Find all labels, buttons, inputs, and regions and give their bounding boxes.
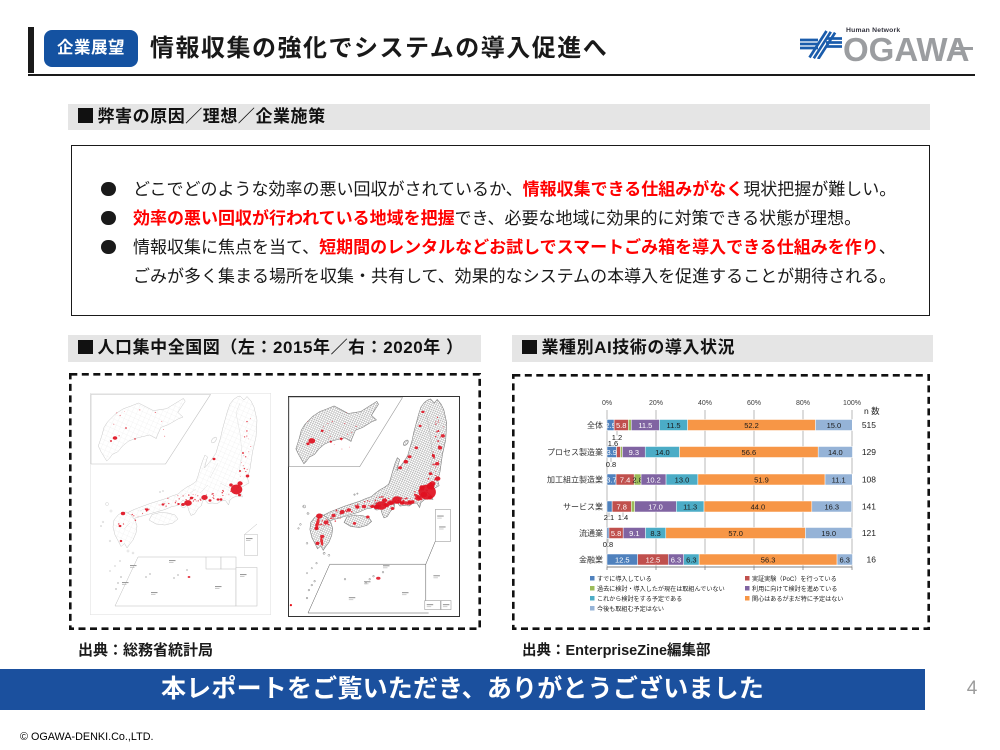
svg-text:利用に向けて検討を進めている: 利用に向けて検討を進めている — [752, 585, 837, 593]
svg-text:121: 121 — [862, 528, 876, 538]
svg-text:2.9: 2.9 — [605, 421, 615, 430]
svg-text:11.5: 11.5 — [666, 421, 680, 430]
svg-text:5.8: 5.8 — [616, 421, 626, 430]
svg-text:サービス業: サービス業 — [563, 502, 603, 512]
svg-text:3.7: 3.7 — [606, 475, 616, 484]
svg-text:141: 141 — [862, 502, 876, 512]
svg-text:17.0: 17.0 — [648, 502, 663, 511]
svg-text:1.6: 1.6 — [608, 439, 618, 448]
svg-text:全体: 全体 — [587, 420, 603, 430]
svg-text:100%: 100% — [843, 400, 861, 407]
svg-text:今後も取組む予定はない: 今後も取組む予定はない — [597, 605, 664, 613]
svg-text:57.0: 57.0 — [728, 529, 743, 538]
svg-text:実証実験（PoC）を行っている: 実証実験（PoC）を行っている — [752, 575, 837, 583]
svg-text:0.8: 0.8 — [606, 460, 616, 469]
svg-text:80%: 80% — [796, 400, 810, 407]
svg-text:6.3: 6.3 — [686, 555, 696, 564]
svg-text:16.3: 16.3 — [824, 502, 839, 511]
svg-text:関心はあるがまだ特に予定はない: 関心はあるがまだ特に予定はない — [752, 595, 843, 603]
svg-text:60%: 60% — [747, 400, 761, 407]
svg-text:7.4: 7.4 — [620, 475, 630, 484]
svg-text:12.5: 12.5 — [646, 555, 661, 564]
svg-text:12.5: 12.5 — [615, 555, 630, 564]
svg-text:8.3: 8.3 — [650, 529, 660, 538]
svg-text:0%: 0% — [602, 400, 612, 407]
svg-text:プロセス製造業: プロセス製造業 — [547, 447, 603, 457]
svg-text:56.3: 56.3 — [761, 555, 776, 564]
svg-text:9.1: 9.1 — [629, 529, 639, 538]
svg-text:19.0: 19.0 — [821, 529, 836, 538]
svg-text:44.0: 44.0 — [751, 502, 766, 511]
svg-text:14.0: 14.0 — [655, 448, 670, 457]
svg-text:515: 515 — [862, 420, 876, 430]
svg-text:2.1: 2.1 — [604, 513, 614, 522]
svg-text:9.3: 9.3 — [629, 448, 639, 457]
svg-text:加工組立製造業: 加工組立製造業 — [547, 475, 603, 485]
svg-text:108: 108 — [862, 475, 876, 485]
svg-text:13.0: 13.0 — [675, 475, 690, 484]
svg-text:6.3: 6.3 — [840, 555, 850, 564]
svg-text:20%: 20% — [649, 400, 663, 407]
svg-text:すでに導入している: すでに導入している — [597, 575, 652, 583]
svg-text:5.8: 5.8 — [611, 529, 621, 538]
svg-text:1.2: 1.2 — [612, 433, 622, 442]
svg-text:40%: 40% — [698, 400, 712, 407]
svg-text:129: 129 — [862, 447, 876, 457]
svg-text:11.3: 11.3 — [683, 502, 697, 511]
svg-text:15.0: 15.0 — [827, 421, 842, 430]
svg-text:11.5: 11.5 — [638, 421, 652, 430]
svg-text:51.9: 51.9 — [754, 475, 769, 484]
svg-text:10.2: 10.2 — [646, 475, 661, 484]
svg-text:0.8: 0.8 — [603, 540, 613, 549]
svg-text:52.2: 52.2 — [744, 421, 759, 430]
svg-text:11.1: 11.1 — [832, 475, 846, 484]
svg-text:56.6: 56.6 — [742, 448, 757, 457]
svg-text:1.4: 1.4 — [618, 513, 628, 522]
svg-text:これから検討をする予定である: これから検討をする予定である — [597, 595, 682, 603]
svg-text:2.8: 2.8 — [632, 475, 642, 484]
svg-text:流通業: 流通業 — [579, 528, 603, 538]
svg-text:過去に検討・導入したが現在は取組んでいない: 過去に検討・導入したが現在は取組んでいない — [597, 585, 725, 593]
svg-text:6.3: 6.3 — [671, 555, 681, 564]
svg-text:n 数: n 数 — [864, 406, 880, 416]
svg-text:7.8: 7.8 — [616, 502, 626, 511]
svg-text:金融業: 金融業 — [579, 555, 603, 565]
svg-text:16: 16 — [867, 555, 877, 565]
svg-text:14.0: 14.0 — [828, 448, 843, 457]
svg-text:3.9: 3.9 — [607, 448, 617, 457]
